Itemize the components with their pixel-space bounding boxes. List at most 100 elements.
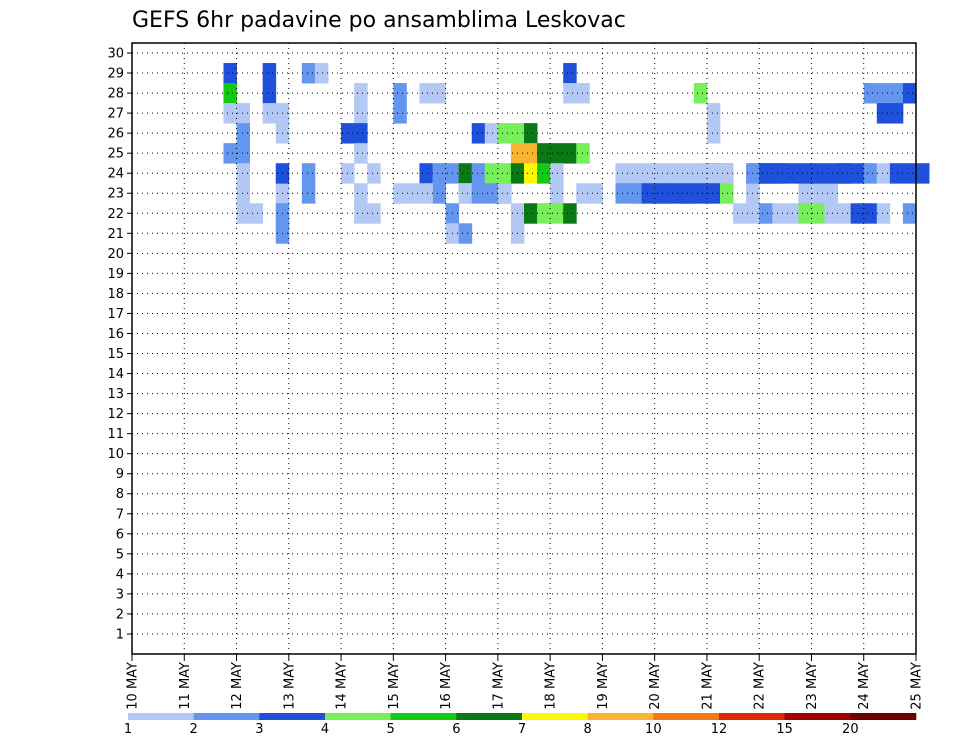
precip-cell — [524, 163, 538, 184]
x-tick-label: 22 MAY — [753, 662, 768, 710]
x-tick-label: 17 MAY — [491, 662, 506, 710]
precip-cell — [889, 163, 904, 184]
legend-label: 8 — [584, 722, 592, 737]
precip-cell — [772, 163, 786, 184]
precip-cell — [484, 163, 499, 184]
precip-cell — [837, 163, 852, 184]
y-tick-label: 16 — [107, 327, 124, 342]
precip-cell — [863, 203, 878, 224]
precip-cell — [524, 203, 538, 224]
x-tick-label: 19 MAY — [596, 662, 611, 710]
y-tick-label: 29 — [107, 67, 124, 82]
y-tick-label: 12 — [107, 407, 124, 422]
y-axis: 1234567891011121314151617181920212223242… — [107, 47, 132, 642]
precip-cell — [524, 143, 538, 164]
x-tick-label: 23 MAY — [805, 662, 820, 710]
x-tick-label: 16 MAY — [439, 662, 454, 710]
precip-cell — [236, 203, 250, 224]
y-tick-label: 27 — [107, 107, 124, 122]
precip-cell — [262, 83, 277, 104]
x-tick-label: 10 MAY — [126, 662, 141, 710]
y-tick-label: 28 — [107, 87, 124, 102]
y-tick-label: 6 — [116, 527, 124, 542]
precip-cell — [811, 183, 825, 204]
precip-cell — [393, 103, 407, 124]
y-tick-label: 26 — [107, 127, 124, 142]
legend-label: 7 — [518, 722, 526, 737]
y-tick-label: 11 — [107, 427, 124, 442]
y-tick-label: 9 — [116, 467, 124, 482]
precip-cell — [236, 183, 250, 204]
precip-cell — [706, 163, 721, 184]
precip-cell — [537, 203, 551, 224]
chart-title: GEFS 6hr padavine po ansamblima Leskovac — [132, 8, 626, 33]
precip-cell — [262, 63, 277, 84]
grid-lines — [132, 43, 916, 654]
x-tick-label: 11 MAY — [178, 662, 193, 710]
precip-cell — [641, 183, 656, 204]
precip-cell — [876, 203, 891, 224]
legend-swatch — [653, 713, 720, 720]
precip-cell — [484, 183, 499, 204]
precip-cell — [563, 83, 577, 104]
precip-cell — [720, 183, 734, 204]
precip-cell — [693, 83, 708, 104]
plot-frame — [131, 42, 917, 655]
y-tick-label: 17 — [107, 307, 124, 322]
legend-swatch — [587, 713, 654, 720]
precip-cell — [458, 183, 473, 204]
precip-cell — [354, 123, 368, 144]
precip-cell — [301, 163, 316, 184]
color-legend: 1 2 3 4 5 6 7 8 10 12 15 20 — [124, 713, 917, 737]
y-tick-label: 2 — [116, 607, 124, 622]
precip-cell — [432, 83, 446, 104]
precip-cell — [902, 203, 917, 224]
precip-cell — [497, 163, 512, 184]
precip-cell — [236, 143, 250, 164]
precip-cell — [458, 163, 473, 184]
precip-cell — [223, 143, 237, 164]
precip-cell — [876, 103, 891, 124]
precip-cell — [367, 163, 381, 184]
y-tick-label: 22 — [107, 207, 124, 222]
legend-swatch — [128, 713, 194, 720]
precip-cell — [667, 163, 682, 184]
precip-cell — [550, 143, 564, 164]
y-tick-label: 19 — [107, 267, 124, 282]
precip-cell — [497, 123, 512, 144]
precip-cell — [563, 203, 577, 224]
legend-label: 5 — [387, 722, 395, 737]
precip-cell — [902, 83, 917, 104]
x-tick-label: 20 MAY — [648, 662, 663, 710]
legend-swatch — [850, 713, 917, 720]
precip-cell — [301, 63, 316, 84]
precip-cell — [471, 163, 486, 184]
y-tick-label: 3 — [116, 587, 124, 602]
precip-cell — [811, 203, 825, 224]
precip-cell — [432, 183, 446, 204]
precip-cell — [693, 183, 708, 204]
y-tick-label: 25 — [107, 147, 124, 162]
y-tick-label: 18 — [107, 287, 124, 302]
precip-cell — [641, 163, 656, 184]
precip-cell — [916, 163, 930, 184]
precip-cell — [654, 183, 669, 204]
precip-cell — [798, 183, 812, 204]
precip-cell — [223, 103, 237, 124]
y-tick-label: 1 — [116, 627, 124, 642]
heatmap-cells — [223, 63, 930, 244]
x-tick-label: 25 MAY — [910, 662, 925, 710]
precip-cell — [863, 83, 878, 104]
legend-swatch — [193, 713, 260, 720]
precip-cell — [759, 163, 773, 184]
precip-cell — [576, 183, 590, 204]
precip-cell — [393, 83, 407, 104]
precip-cell — [236, 103, 250, 124]
precip-cell — [720, 163, 734, 184]
legend-swatch — [259, 713, 326, 720]
x-tick-label: 21 MAY — [700, 662, 715, 710]
precip-cell — [563, 143, 577, 164]
precip-cell — [524, 123, 538, 144]
precip-cell — [236, 163, 250, 184]
